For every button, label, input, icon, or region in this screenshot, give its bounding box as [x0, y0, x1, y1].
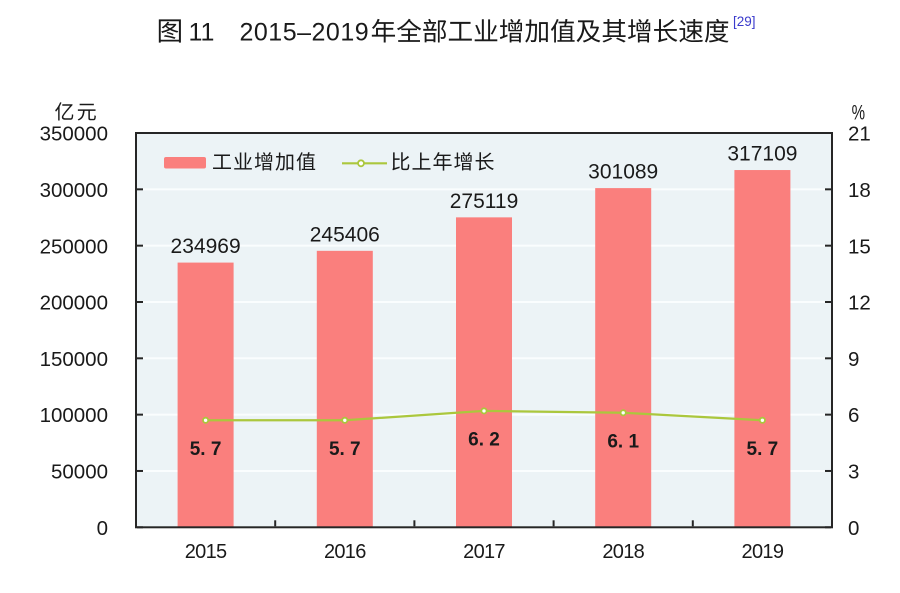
svg-text:234969: 234969 — [171, 235, 241, 258]
svg-text:2015–2019: 2015–2019 — [240, 19, 370, 47]
svg-text:100000: 100000 — [40, 404, 108, 427]
svg-text:301089: 301089 — [588, 161, 658, 184]
svg-text:3: 3 — [848, 461, 859, 484]
svg-text:6. 1: 6. 1 — [607, 431, 639, 452]
svg-text:11: 11 — [189, 19, 215, 47]
svg-text:0: 0 — [97, 517, 108, 540]
svg-text:5. 7: 5. 7 — [190, 439, 222, 460]
svg-text:5. 7: 5. 7 — [329, 439, 361, 460]
svg-text:200000: 200000 — [40, 292, 108, 315]
svg-text:18: 18 — [848, 179, 871, 202]
svg-text:%: % — [852, 100, 865, 124]
svg-text:9: 9 — [848, 348, 859, 371]
svg-text:245406: 245406 — [310, 223, 380, 246]
svg-text:350000: 350000 — [40, 123, 108, 146]
svg-text:2017: 2017 — [463, 541, 505, 563]
svg-text:2016: 2016 — [324, 541, 366, 563]
svg-text:150000: 150000 — [40, 348, 108, 371]
svg-text:[29]: [29] — [733, 14, 756, 29]
svg-text:5. 7: 5. 7 — [747, 439, 779, 460]
svg-text:2018: 2018 — [602, 541, 644, 563]
svg-text:0: 0 — [848, 517, 859, 540]
svg-text:275119: 275119 — [450, 190, 519, 213]
svg-text:250000: 250000 — [40, 235, 108, 258]
svg-text:15: 15 — [848, 235, 871, 258]
svg-text:50000: 50000 — [51, 461, 108, 484]
svg-text:317109: 317109 — [727, 143, 797, 166]
svg-text:21: 21 — [848, 123, 871, 146]
svg-text:2015: 2015 — [185, 541, 227, 563]
svg-text:12: 12 — [848, 292, 871, 315]
svg-text:6: 6 — [848, 404, 859, 427]
svg-text:2019: 2019 — [742, 541, 784, 563]
svg-text:6. 2: 6. 2 — [468, 429, 500, 450]
svg-text:300000: 300000 — [40, 179, 108, 202]
